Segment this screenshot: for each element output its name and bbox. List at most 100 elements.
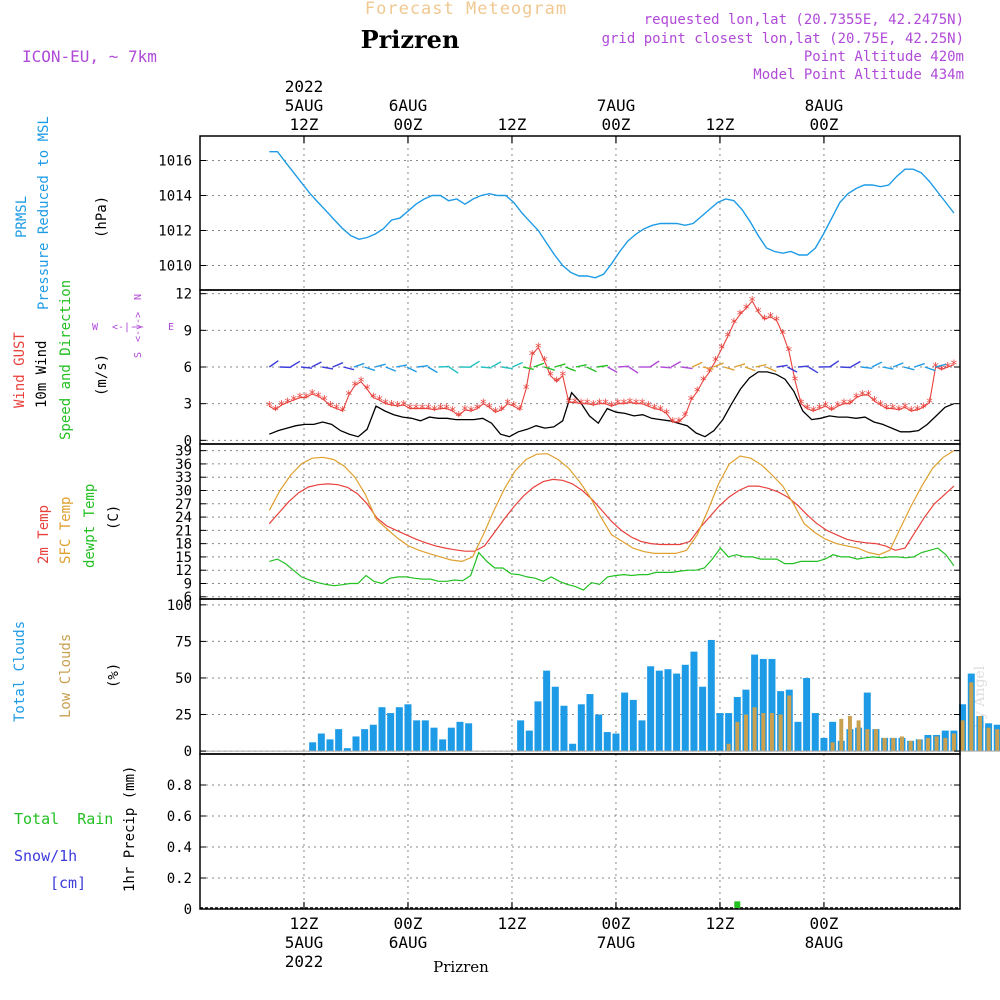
wind-direction-arrow — [924, 366, 936, 372]
total-cloud-bar — [525, 730, 533, 752]
wind-direction-arrow — [586, 366, 597, 373]
y-tick-label: 39 — [175, 444, 192, 460]
wind-direction-arrow — [311, 361, 322, 368]
wind-gust-marker: * — [785, 345, 793, 360]
wind-gust-marker: * — [846, 398, 854, 413]
y-tick-label: 0 — [184, 744, 192, 760]
wind-gust-marker: * — [278, 399, 286, 414]
wind-gust-marker: * — [620, 398, 628, 413]
total-cloud-bar — [595, 714, 603, 752]
wind-direction-arrow — [522, 366, 534, 371]
low-cloud-bar — [778, 714, 783, 752]
low-cloud-bar — [743, 714, 748, 752]
wind-gust-marker: * — [333, 403, 341, 418]
wind-labels: Wind GUST 10m Wind Speed and Direction (… — [12, 280, 174, 440]
y-tick-label: 0.2 — [167, 871, 192, 887]
y-tick-label: 75 — [175, 634, 192, 650]
wind-direction-arrow — [670, 361, 682, 368]
tick-layer: 1010101210141016036912691215182124273033… — [158, 154, 960, 918]
wind-gust-marker: * — [877, 399, 885, 414]
wind-gust-marker: * — [773, 315, 781, 330]
time-label-top: 12Z — [706, 115, 735, 134]
low-cloud-bar — [960, 720, 965, 752]
y-tick-label: 27 — [175, 497, 192, 513]
wind-gust-marker: * — [889, 403, 897, 418]
temp-unit-label: (C) — [106, 505, 122, 530]
data-layer: ****************************************… — [200, 150, 1000, 909]
wind-gust-marker: * — [351, 379, 359, 394]
total-cloud-bar — [361, 729, 369, 752]
time-label-bottom: 00Z — [394, 914, 423, 933]
total-cloud-bar — [465, 723, 473, 752]
y-tick-label: 1016 — [158, 154, 192, 170]
total-cloud-bar — [794, 721, 802, 752]
total-cloud-bar — [335, 729, 343, 752]
y-tick-label: 6 — [184, 590, 192, 606]
time-label-bottom: 00Z — [809, 914, 838, 933]
temp-2m-label: 2m Temp — [36, 505, 52, 564]
total-cloud-bar — [569, 743, 577, 752]
wind-direction-arrow — [787, 366, 798, 373]
wind-10m-line — [269, 371, 955, 438]
y-tick-label: 0.6 — [167, 809, 192, 825]
time-label-bottom: 8AUG — [805, 933, 844, 952]
wind-direction-arrow — [660, 366, 672, 369]
wind-direction-arrow — [734, 363, 746, 368]
total-cloud-bar — [612, 733, 620, 752]
time-label-bottom: 00Z — [602, 914, 631, 933]
wind-gust-marker: * — [706, 366, 714, 381]
wind-direction-arrow — [840, 366, 852, 369]
wind-gust-marker: * — [638, 398, 646, 413]
time-label-top: 00Z — [394, 115, 423, 134]
wind-gust-marker: * — [699, 374, 707, 389]
time-label-top: 7AUG — [597, 96, 636, 115]
wind-direction-arrow — [850, 360, 861, 368]
total-cloud-bar — [638, 720, 646, 752]
total-cloud-bar — [586, 694, 594, 752]
cloud-labels: Total Clouds Low Clouds (%) — [12, 621, 122, 722]
wind-direction-arrow — [914, 362, 925, 368]
wind-direction-arrow — [765, 366, 777, 373]
wind-gust-marker: * — [284, 396, 292, 411]
total-cloud-bar — [811, 713, 819, 752]
low-cloud-bar — [951, 733, 956, 752]
wind-gust-marker: * — [840, 398, 848, 413]
grid-point-coordinates: grid point closest lon,lat (20.75E, 42.2… — [602, 31, 964, 47]
y-tick-label: 33 — [175, 470, 192, 486]
wind-gust-marker: * — [614, 398, 622, 413]
wind-gust-marker: * — [369, 392, 377, 407]
wind-direction-arrow — [649, 360, 660, 368]
wind-gust-marker: * — [901, 401, 909, 416]
low-cloud-bar — [735, 721, 740, 752]
wind-gust-marker: * — [644, 400, 652, 415]
total-cloud-bar — [543, 670, 551, 752]
wind-gust-marker: * — [547, 370, 555, 385]
wind-gust-marker: * — [809, 405, 817, 420]
total-cloud-bar — [664, 669, 672, 752]
wind-direction-arrow — [628, 366, 639, 374]
y-tick-label: 9 — [184, 323, 192, 339]
wind-gust-marker: * — [485, 401, 493, 416]
time-label-bottom: 12Z — [290, 914, 319, 933]
wind-gust-marker: * — [895, 404, 903, 419]
wind-direction-arrow — [935, 363, 947, 368]
wind-gust-marker: * — [742, 302, 750, 317]
wind-direction-arrow — [322, 366, 334, 370]
total-cloud-bar — [551, 686, 559, 752]
compass-east: E — [168, 322, 174, 333]
wind-gust-marker: * — [528, 349, 536, 364]
wind-gust-marker: * — [834, 400, 842, 415]
low-cloud-bar — [847, 715, 852, 752]
total-cloud-bar — [447, 727, 455, 752]
wind-gust-marker: * — [375, 394, 383, 409]
low-cloud-bar — [752, 707, 757, 752]
total-cloud-bar — [560, 705, 568, 752]
wind-direction-arrow — [723, 366, 735, 371]
banner-title: Forecast Meteogram — [365, 0, 567, 19]
wind-gust-label: Wind GUST — [12, 332, 28, 408]
total-cloud-bar — [603, 732, 611, 752]
wind-direction-arrow — [607, 366, 618, 373]
wind-direction-arrow — [882, 366, 894, 370]
